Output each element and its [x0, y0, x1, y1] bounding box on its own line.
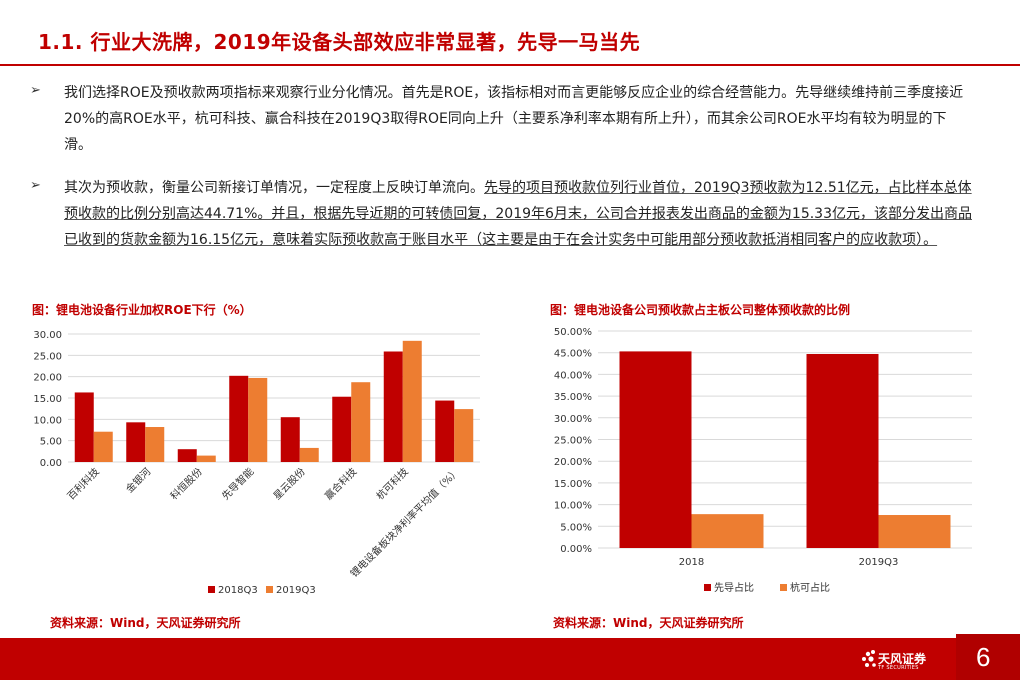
bar-2018Q3-杭可科技 — [383, 351, 403, 462]
y-tick-label: 30.00% — [554, 414, 592, 425]
bar-2018Q3-赢合科技 — [332, 396, 352, 462]
x-tick-label: 星云股份 — [271, 466, 308, 503]
bar-杭可占比-2019Q3 — [878, 515, 951, 548]
x-tick-label: 先导智能 — [219, 465, 256, 502]
bar-先导占比-2019Q3 — [806, 354, 879, 548]
bar-2019Q3-先导智能 — [248, 377, 268, 462]
left-chart-title: 图：锂电池设备行业加权ROE下行（%） — [32, 303, 252, 317]
y-tick-label: 45.00% — [554, 349, 592, 360]
x-tick-label: 金银河 — [123, 465, 153, 495]
bar-2018Q3-科恒股份 — [177, 449, 197, 462]
paragraph-prepayment: 其次为预收款，衡量公司新接订单情况，一定程度上反映订单流向。先导的项目预收款位列… — [64, 175, 974, 253]
x-tick-label: 杭可科技 — [373, 465, 410, 502]
y-tick-label: 30.00 — [33, 330, 62, 341]
x-tick-label: 锂电设备板块净利率平均值（%） — [347, 465, 462, 580]
right-chart-title: 图：锂电池设备公司预收款占主板公司整体预收款的比例 — [550, 303, 851, 317]
bar-2019Q3-赢合科技 — [351, 382, 371, 462]
page-number-box — [956, 634, 1020, 680]
y-tick-label: 15.00% — [554, 479, 592, 490]
x-tick-label: 赢合科技 — [322, 465, 359, 502]
page-number: 6 — [976, 642, 991, 672]
bullet-marker: ➢ — [30, 83, 41, 98]
legend-swatch — [704, 584, 711, 591]
legend-label: 先导占比 — [714, 581, 754, 594]
bar-2019Q3-锂电设备板块净利率平均值（%） — [454, 409, 474, 462]
bar-2019Q3-金银河 — [145, 427, 165, 462]
bar-2019Q3-杭可科技 — [402, 340, 422, 462]
legend-swatch — [266, 586, 273, 593]
y-tick-label: 0.00 — [40, 458, 62, 469]
y-tick-label: 10.00% — [554, 501, 592, 512]
legend-swatch — [780, 584, 787, 591]
bullet-marker: ➢ — [30, 178, 41, 193]
paragraph-roe: 我们选择ROE及预收款两项指标来观察行业分化情况。首先是ROE，该指标相对而言更… — [64, 85, 964, 153]
y-tick-label: 35.00% — [554, 392, 592, 403]
y-tick-label: 20.00% — [554, 457, 592, 468]
x-tick-label: 科恒股份 — [167, 465, 204, 502]
bar-2019Q3-百利科技 — [93, 431, 113, 462]
y-tick-label: 5.00 — [40, 437, 62, 448]
tf-securities-logo-icon — [862, 650, 876, 667]
logo-subtext: TF SECURITIES — [878, 665, 919, 671]
bar-杭可占比-2018 — [691, 514, 764, 548]
y-tick-label: 40.00% — [554, 370, 592, 381]
bar-2018Q3-百利科技 — [74, 392, 94, 462]
y-tick-label: 0.00% — [560, 544, 592, 555]
legend-label: 2019Q3 — [276, 585, 316, 596]
legend-label: 2018Q3 — [218, 585, 258, 596]
y-tick-label: 5.00% — [560, 522, 592, 533]
legend-swatch — [208, 586, 215, 593]
paragraph-plain-text: 其次为预收款，衡量公司新接订单情况，一定程度上反映订单流向。 — [64, 180, 484, 196]
bar-2018Q3-星云股份 — [280, 417, 300, 462]
prepayment-bar-chart: 0.00% 5.00% 10.00% 15.00% 20.00% 25.00% 30.00%… — [554, 327, 972, 594]
bar-2018Q3-金银河 — [126, 422, 146, 462]
roe-bar-chart: 0.00 5.00 10.00 15.00 20.00 25.00 30.00 百利科技 金银河… — [33, 330, 480, 596]
footer-bar — [0, 638, 1020, 680]
bar-2019Q3-科恒股份 — [196, 455, 216, 462]
bar-2019Q3-星云股份 — [299, 447, 319, 462]
y-tick-label: 10.00 — [33, 415, 62, 426]
y-tick-label: 20.00 — [33, 373, 62, 384]
legend-label: 杭可占比 — [790, 581, 830, 594]
bar-先导占比-2018 — [619, 351, 692, 548]
x-tick-label: 百利科技 — [64, 465, 101, 502]
title-rule — [0, 64, 1020, 66]
x-tick-label: 2018 — [679, 557, 704, 568]
page-title: 1.1. 行业大洗牌，2019年设备头部效应非常显著，先导一马当先 — [38, 30, 641, 54]
x-tick-label: 2019Q3 — [859, 557, 899, 568]
y-tick-label: 25.00% — [554, 436, 592, 447]
logo-text: 天风证券 — [878, 652, 927, 666]
y-tick-label: 15.00 — [33, 394, 62, 405]
left-source: 资料来源：Wind，天风证券研究所 — [50, 616, 241, 630]
bar-2018Q3-先导智能 — [229, 375, 249, 462]
right-source: 资料来源：Wind，天风证券研究所 — [553, 616, 744, 630]
bar-2018Q3-锂电设备板块净利率平均值（%） — [435, 400, 455, 462]
paragraph-underlined-text: 先导的项目预收款位列行业首位，2019Q3预收款为12.51亿元，占比样本总体预… — [64, 180, 972, 248]
y-tick-label: 50.00% — [554, 327, 592, 338]
y-tick-label: 25.00 — [33, 351, 62, 362]
